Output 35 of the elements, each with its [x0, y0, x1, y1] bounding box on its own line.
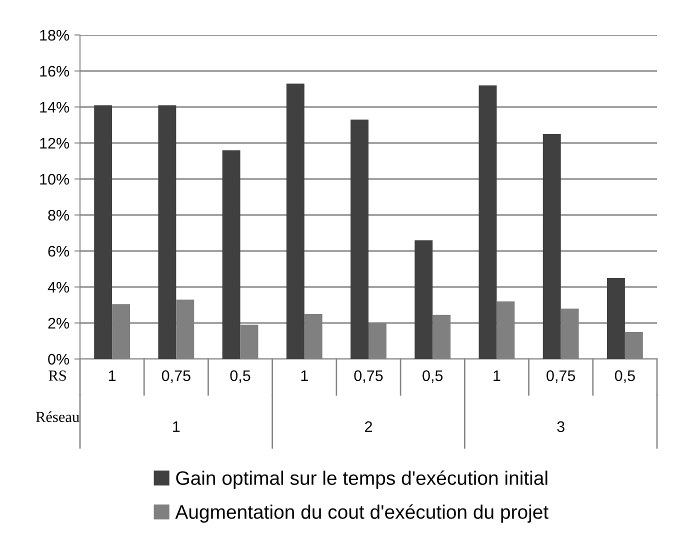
- x-tick-label: 1: [301, 370, 308, 381]
- x-tick-label: 0,5: [422, 370, 443, 383]
- x-tick-label: 0,75: [546, 370, 576, 383]
- bar: [286, 84, 304, 359]
- bar: [606, 278, 625, 359]
- bar: [542, 134, 561, 359]
- y-tick-label: 10%: [40, 174, 70, 185]
- bar: [350, 120, 368, 359]
- text: 1: [173, 421, 180, 432]
- y-tick-label: 16%: [40, 66, 70, 77]
- text: 3: [557, 421, 564, 432]
- x-tick-label: 0,5: [230, 370, 250, 383]
- bar: [222, 150, 240, 359]
- bar: [158, 105, 176, 359]
- x-tick-label: 0,75: [162, 370, 190, 383]
- y-tick-label: 6%: [48, 246, 70, 257]
- x-tick-label: 0,75: [354, 370, 383, 383]
- x-tick-label: 0,5: [614, 370, 635, 383]
- text: Réseau: [36, 411, 80, 422]
- x-tick-label: 1: [108, 370, 116, 381]
- bar: [478, 85, 497, 359]
- legend-label: Gain optimal sur le temps d'exécution initial: [176, 470, 548, 489]
- text: 2: [365, 421, 372, 432]
- y-tick-label: 18%: [40, 30, 70, 41]
- y-tick-label: 4%: [48, 282, 70, 293]
- text: RS: [48, 370, 66, 381]
- y-tick-label: 0%: [48, 354, 70, 365]
- y-tick-label: 14%: [40, 102, 70, 113]
- x-tick-label: 1: [494, 370, 500, 381]
- bar: [94, 105, 112, 359]
- y-tick-label: 2%: [48, 318, 70, 329]
- bar: [414, 240, 433, 359]
- legend-label: Augmentation du cout d'exécution du projet: [175, 504, 548, 523]
- y-tick-label: 12%: [40, 138, 70, 149]
- y-tick-label: 8%: [48, 210, 70, 221]
